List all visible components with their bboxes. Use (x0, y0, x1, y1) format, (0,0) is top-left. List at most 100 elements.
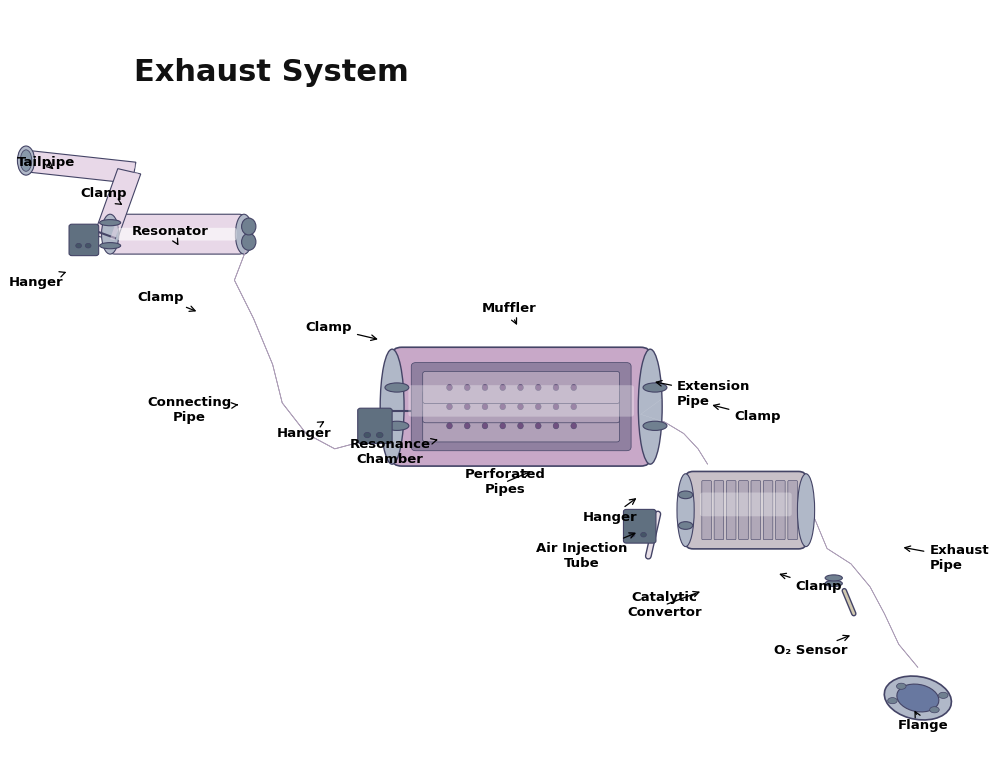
Ellipse shape (20, 150, 32, 171)
Text: O₂ Sensor: O₂ Sensor (774, 636, 849, 657)
FancyBboxPatch shape (751, 480, 761, 539)
FancyBboxPatch shape (69, 224, 99, 256)
Text: Hanger: Hanger (9, 272, 65, 289)
Ellipse shape (447, 384, 452, 391)
Ellipse shape (518, 423, 523, 429)
Ellipse shape (376, 432, 383, 438)
Polygon shape (94, 169, 141, 241)
Ellipse shape (571, 404, 577, 410)
Ellipse shape (100, 219, 121, 226)
Ellipse shape (553, 423, 559, 429)
Ellipse shape (677, 474, 694, 546)
Ellipse shape (17, 146, 35, 175)
Text: Resonance
Chamber: Resonance Chamber (350, 438, 437, 466)
Text: Exhaust System: Exhaust System (134, 58, 409, 87)
Ellipse shape (553, 384, 559, 391)
Ellipse shape (518, 384, 523, 391)
Text: Clamp: Clamp (714, 404, 781, 423)
Ellipse shape (535, 423, 541, 429)
Text: Clamp: Clamp (137, 291, 195, 312)
FancyBboxPatch shape (358, 408, 392, 443)
Text: Tailpipe: Tailpipe (17, 156, 75, 169)
Ellipse shape (235, 214, 253, 254)
Ellipse shape (553, 404, 559, 410)
FancyBboxPatch shape (423, 371, 620, 404)
Text: Perforated
Pipes: Perforated Pipes (464, 468, 545, 496)
FancyBboxPatch shape (702, 480, 711, 539)
FancyBboxPatch shape (686, 471, 806, 549)
FancyBboxPatch shape (726, 480, 736, 539)
Ellipse shape (643, 383, 667, 392)
Ellipse shape (76, 243, 81, 248)
Ellipse shape (629, 532, 635, 537)
Text: Air Injection
Tube: Air Injection Tube (536, 533, 635, 570)
Ellipse shape (884, 676, 951, 720)
Text: Flange: Flange (897, 711, 948, 732)
Text: Clamp: Clamp (305, 321, 377, 340)
Ellipse shape (482, 404, 488, 410)
FancyBboxPatch shape (739, 480, 748, 539)
Ellipse shape (930, 707, 939, 713)
FancyBboxPatch shape (788, 480, 797, 539)
Text: Extension
Pipe: Extension Pipe (656, 380, 750, 408)
Ellipse shape (447, 423, 452, 429)
FancyBboxPatch shape (423, 391, 620, 423)
Ellipse shape (571, 384, 577, 391)
Ellipse shape (500, 384, 506, 391)
Text: Clamp: Clamp (80, 187, 127, 205)
Ellipse shape (380, 350, 404, 464)
Text: Connecting
Pipe: Connecting Pipe (147, 396, 237, 424)
Ellipse shape (897, 684, 939, 712)
FancyBboxPatch shape (392, 347, 650, 466)
FancyBboxPatch shape (623, 509, 656, 543)
Text: Resonator: Resonator (132, 225, 209, 244)
Ellipse shape (896, 684, 906, 689)
Ellipse shape (500, 404, 506, 410)
FancyBboxPatch shape (700, 493, 792, 516)
FancyBboxPatch shape (118, 228, 236, 240)
Text: Hanger: Hanger (277, 422, 332, 439)
Ellipse shape (643, 422, 667, 430)
FancyBboxPatch shape (714, 480, 724, 539)
Ellipse shape (678, 491, 693, 498)
Ellipse shape (482, 423, 488, 429)
Text: Clamp: Clamp (780, 574, 842, 593)
Ellipse shape (100, 243, 121, 249)
FancyBboxPatch shape (776, 480, 785, 539)
Polygon shape (27, 150, 136, 184)
FancyBboxPatch shape (110, 214, 244, 254)
Ellipse shape (535, 404, 541, 410)
Ellipse shape (385, 383, 409, 392)
Polygon shape (110, 172, 138, 240)
Ellipse shape (464, 384, 470, 391)
Ellipse shape (638, 350, 662, 464)
Ellipse shape (242, 233, 256, 250)
FancyBboxPatch shape (411, 363, 631, 451)
Ellipse shape (482, 384, 488, 391)
Ellipse shape (825, 580, 842, 587)
Ellipse shape (571, 423, 577, 429)
Ellipse shape (825, 575, 842, 581)
Polygon shape (30, 153, 135, 169)
Ellipse shape (364, 432, 371, 438)
Ellipse shape (500, 423, 506, 429)
Ellipse shape (464, 423, 470, 429)
Ellipse shape (888, 698, 897, 704)
Ellipse shape (464, 404, 470, 410)
Text: Muffler: Muffler (481, 301, 536, 324)
Ellipse shape (242, 218, 256, 235)
FancyBboxPatch shape (408, 385, 634, 417)
Ellipse shape (447, 404, 452, 410)
Text: Exhaust
Pipe: Exhaust Pipe (905, 544, 989, 572)
Ellipse shape (939, 692, 948, 698)
Ellipse shape (85, 243, 91, 248)
Ellipse shape (102, 214, 119, 254)
Text: Hanger: Hanger (583, 499, 637, 524)
FancyBboxPatch shape (763, 480, 773, 539)
Ellipse shape (518, 404, 523, 410)
Ellipse shape (535, 384, 541, 391)
FancyBboxPatch shape (423, 410, 620, 442)
Ellipse shape (385, 422, 409, 430)
Ellipse shape (641, 532, 646, 537)
Ellipse shape (797, 474, 815, 546)
